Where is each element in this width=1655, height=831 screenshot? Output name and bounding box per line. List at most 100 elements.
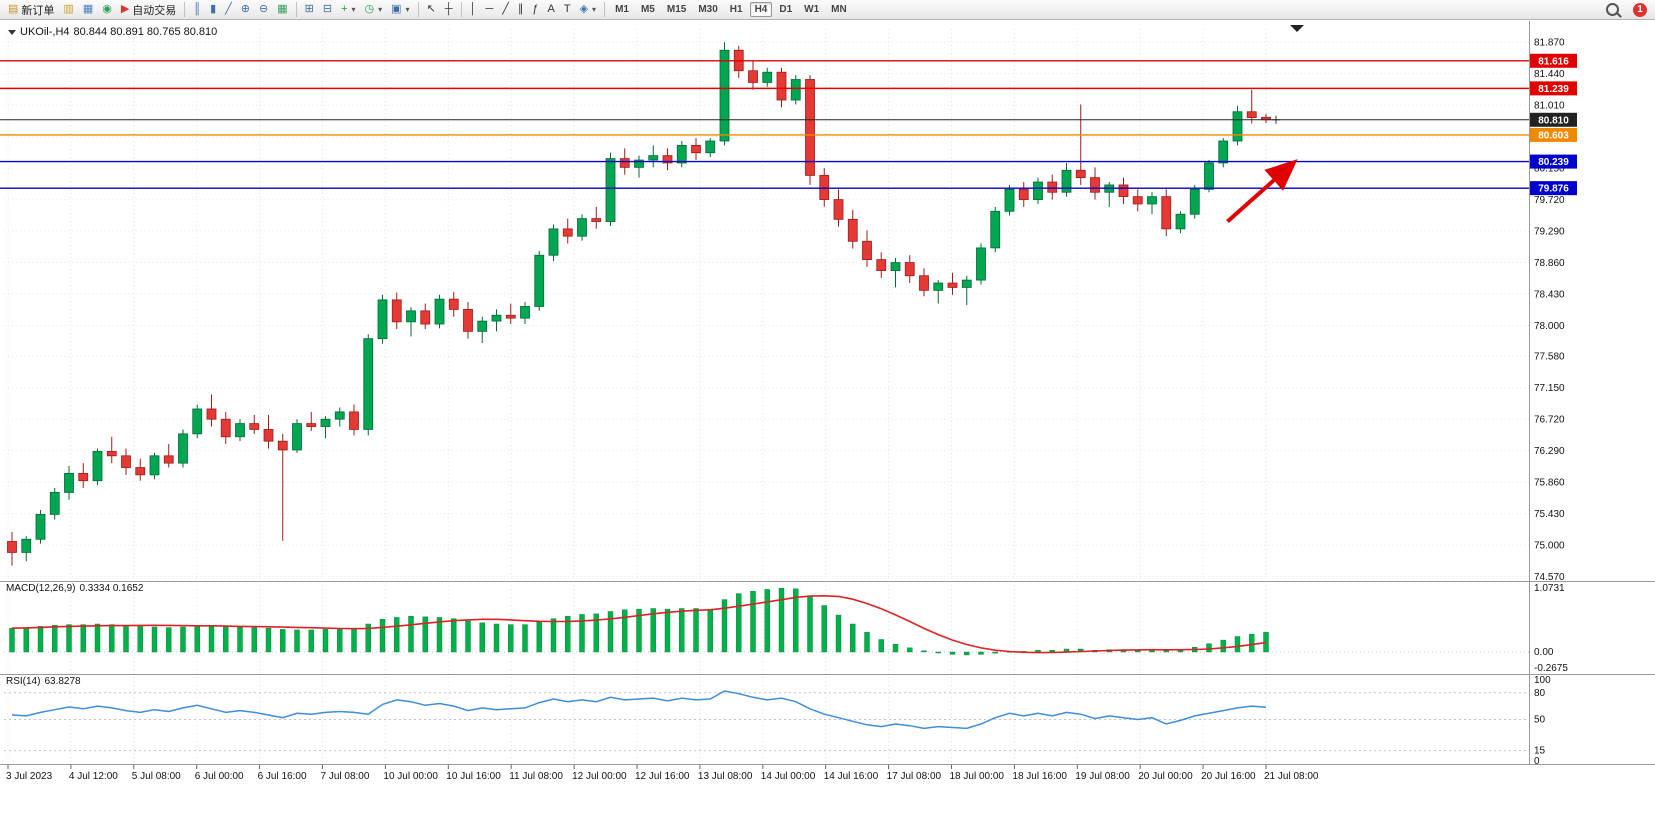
candlestick-button[interactable]: ▮	[206, 0, 220, 19]
timeframe-m1-button[interactable]: M1	[615, 4, 629, 15]
candle-body	[106, 451, 117, 457]
timeframe-d1-button[interactable]: D1	[779, 4, 793, 15]
text-label-button[interactable]: T	[560, 0, 575, 19]
macd-histogram-bar	[80, 624, 86, 653]
time-label: 13 Jul 08:00	[698, 771, 753, 782]
candle-body	[178, 433, 188, 464]
macd-histogram-bar	[465, 620, 471, 653]
time-label: 18 Jul 16:00	[1012, 771, 1067, 782]
line-chart-button[interactable]: ╱	[221, 0, 236, 19]
candle-body	[434, 298, 445, 325]
candlestick-series	[7, 42, 1271, 566]
rsi-pane	[4, 690, 1529, 752]
chart-window-button[interactable]: ▥	[59, 0, 77, 19]
price-label: 76.720	[1534, 415, 1565, 426]
candle-body	[35, 513, 46, 540]
candle-body	[719, 49, 730, 142]
timeframe-w1-button[interactable]: W1	[804, 4, 820, 15]
chart-shift-marker-icon[interactable]	[1290, 25, 1304, 32]
templates-icon: ▣	[391, 3, 402, 15]
search-button[interactable]	[1602, 0, 1623, 19]
macd-histogram-bar	[422, 616, 428, 653]
trendline-button[interactable]: ╱	[498, 0, 513, 19]
macd-histogram-bar	[522, 624, 528, 653]
price-label: 74.570	[1534, 572, 1565, 583]
rsi-axis: 100 80 50 150	[1534, 675, 1551, 767]
tile-windows-icon: ▦	[277, 3, 288, 15]
macd-histogram-bar	[194, 625, 200, 653]
zoom-out-button[interactable]: ⊖	[255, 0, 272, 19]
market-watch-button[interactable]: ▦	[79, 0, 97, 19]
macd-histogram-bar	[436, 617, 443, 653]
candle-body	[192, 408, 203, 435]
price-label: 79.720	[1534, 195, 1565, 206]
macd-axis-label: 0.00	[1534, 647, 1554, 658]
timeframe-mn-button[interactable]: MN	[831, 4, 847, 15]
candle-body	[605, 158, 616, 222]
market-watch-icon: ▦	[82, 3, 94, 15]
periods-icon: ◷	[364, 3, 375, 15]
candle-body	[947, 282, 958, 288]
candle-body	[320, 418, 331, 427]
crosshair-button[interactable]: ┼	[441, 0, 457, 19]
horizontal-line-button[interactable]: ─	[481, 0, 497, 19]
time-label: 14 Jul 00:00	[761, 771, 816, 782]
macd-histogram-bar	[693, 608, 699, 653]
candle-body	[406, 310, 416, 323]
price-label: 81.870	[1534, 38, 1565, 49]
svg-text:81.616: 81.616	[1538, 56, 1569, 67]
candle-body	[249, 423, 260, 430]
timeframe-m30-button[interactable]: M30	[698, 4, 718, 15]
macd-histogram-bar	[750, 591, 756, 653]
timeframe-h4-button[interactable]: H4	[749, 2, 773, 17]
rsi-label: RSI(14)	[6, 676, 41, 687]
macd-histogram-bar	[1220, 639, 1226, 653]
new-order-button[interactable]: ▤ 新订单	[4, 0, 58, 19]
candle-body	[776, 71, 787, 101]
text-button[interactable]: A	[544, 0, 559, 19]
cascade-charts-button[interactable]: ⊟	[319, 0, 336, 19]
macd-histogram-bar	[322, 629, 329, 653]
cursor-button[interactable]: ↖	[423, 0, 440, 19]
macd-histogram-bar	[479, 622, 485, 653]
bar-chart-button[interactable]: ║	[189, 0, 205, 19]
candle-body	[1218, 140, 1229, 164]
arrange-charts-button[interactable]: ⊞	[301, 0, 318, 19]
fibonacci-button[interactable]: ƒ	[528, 0, 542, 19]
candle-body	[1090, 177, 1100, 193]
zoom-in-button[interactable]: ⊕	[237, 0, 254, 19]
trend-arrow-annotation[interactable]	[1226, 159, 1298, 224]
candle-body	[790, 79, 801, 101]
templates-button[interactable]: ▣ ▾	[387, 0, 413, 19]
macd-histogram-bar	[508, 624, 514, 653]
timeframe-h1-button[interactable]: H1	[729, 4, 743, 15]
auto-trading-button[interactable]: ▶ 自动交易	[117, 0, 180, 19]
chart-menu-icon[interactable]	[8, 29, 16, 35]
notification-badge[interactable]: 1	[1633, 2, 1647, 17]
chevron-down-icon: ▾	[592, 5, 597, 14]
chevron-down-icon: ▾	[378, 5, 383, 14]
add-indicator-button[interactable]: + ▾	[337, 0, 359, 19]
price-label: 77.580	[1534, 352, 1565, 363]
time-label: 17 Jul 08:00	[887, 771, 942, 782]
candle-body	[505, 314, 516, 319]
chart-canvas[interactable]: 81.87081.44081.01080.58080.15079.72079.2…	[0, 21, 1655, 831]
candle-body	[577, 218, 587, 237]
price-axis: 81.87081.44081.01080.58080.15079.72079.2…	[1530, 38, 1577, 583]
candle-body	[662, 155, 673, 164]
candle-body	[1175, 213, 1186, 230]
tile-windows-button[interactable]: ▦	[273, 0, 291, 19]
timeframe-m15-button[interactable]: M15	[666, 4, 687, 15]
macd-histogram-bar	[622, 609, 628, 653]
time-axis: 3 Jul 2023 4 Jul 12:00 5 Jul 08:00 6 Jul 00…	[6, 765, 1319, 782]
macd-pane	[4, 588, 1529, 656]
channel-button[interactable]: ∥	[514, 0, 528, 19]
timeframe-m5-button[interactable]: M5	[640, 4, 655, 15]
shapes-button[interactable]: ◈ ▾	[576, 0, 600, 19]
macd-signal-line	[11, 594, 1267, 654]
data-window-button[interactable]: ◉	[98, 0, 116, 19]
vertical-line-button[interactable]: │	[466, 0, 481, 19]
candle-body	[1232, 111, 1243, 142]
periods-button[interactable]: ◷ ▾	[361, 0, 387, 19]
macd-histogram-bar	[408, 616, 414, 653]
